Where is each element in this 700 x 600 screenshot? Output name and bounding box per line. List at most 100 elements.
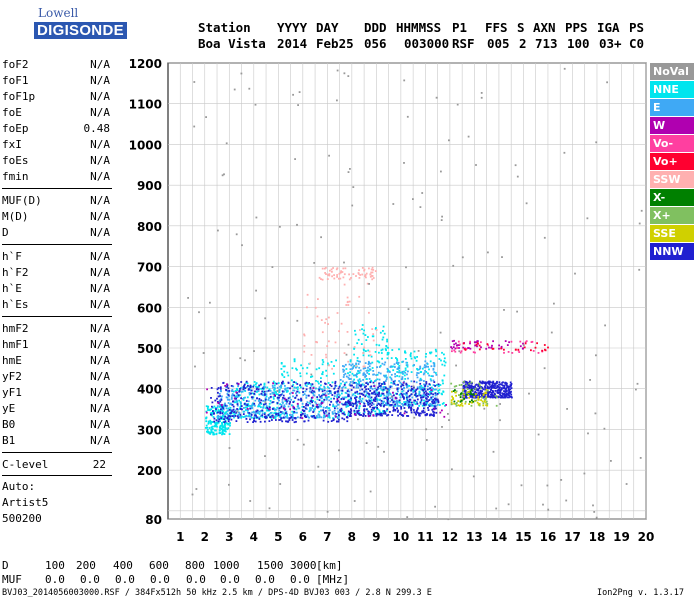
data-point bbox=[325, 414, 328, 417]
data-point bbox=[227, 418, 229, 421]
data-point bbox=[419, 367, 422, 369]
data-point bbox=[369, 381, 372, 384]
data-point bbox=[318, 386, 321, 389]
data-point bbox=[271, 266, 274, 268]
data-point bbox=[232, 409, 235, 411]
data-point bbox=[362, 374, 365, 376]
data-point bbox=[251, 392, 254, 395]
data-point bbox=[301, 409, 304, 411]
data-point bbox=[479, 395, 481, 398]
data-point bbox=[260, 388, 263, 390]
data-point bbox=[455, 385, 458, 387]
data-point bbox=[501, 392, 504, 395]
data-point bbox=[212, 433, 215, 436]
data-point bbox=[223, 421, 226, 424]
data-point bbox=[397, 409, 399, 412]
data-point bbox=[378, 382, 381, 385]
data-point bbox=[305, 381, 308, 384]
data-point bbox=[264, 400, 267, 403]
data-point bbox=[267, 414, 270, 416]
data-point bbox=[518, 351, 521, 353]
data-point bbox=[479, 384, 481, 387]
data-point bbox=[434, 505, 436, 508]
data-point bbox=[291, 415, 294, 417]
data-point bbox=[496, 385, 499, 387]
data-point bbox=[368, 399, 371, 402]
autoscaling-line: Artist5 bbox=[2, 496, 49, 509]
data-point bbox=[218, 393, 221, 395]
data-point bbox=[419, 206, 422, 208]
data-point bbox=[270, 401, 273, 404]
data-point bbox=[268, 397, 270, 399]
data-point bbox=[223, 429, 226, 432]
data-point bbox=[504, 396, 507, 399]
data-point bbox=[341, 417, 344, 420]
data-point bbox=[356, 410, 359, 413]
data-point bbox=[487, 391, 490, 393]
data-point bbox=[350, 410, 353, 412]
data-point bbox=[265, 390, 268, 393]
data-point bbox=[320, 380, 322, 383]
data-point bbox=[499, 383, 502, 386]
data-point bbox=[287, 387, 289, 389]
data-point bbox=[490, 388, 492, 391]
data-point bbox=[281, 398, 284, 401]
data-point bbox=[285, 402, 288, 405]
data-point bbox=[272, 382, 274, 385]
legend-item-nnw: NNW bbox=[650, 243, 694, 260]
data-point bbox=[343, 384, 346, 386]
data-point bbox=[432, 393, 434, 396]
data-point bbox=[224, 419, 227, 422]
data-point bbox=[329, 384, 332, 386]
data-point bbox=[413, 401, 415, 404]
data-point bbox=[440, 219, 443, 221]
data-point bbox=[311, 383, 314, 386]
header-value-iga: 03+ bbox=[599, 36, 622, 51]
data-point bbox=[302, 387, 305, 390]
data-point bbox=[340, 392, 343, 395]
data-point bbox=[255, 410, 258, 413]
data-point bbox=[398, 364, 401, 367]
data-point bbox=[475, 343, 478, 346]
data-point bbox=[482, 388, 485, 391]
data-point bbox=[359, 360, 361, 363]
data-point bbox=[227, 427, 230, 429]
data-point bbox=[401, 414, 404, 416]
data-point bbox=[422, 411, 424, 414]
data-point bbox=[302, 394, 305, 396]
data-point bbox=[528, 392, 530, 395]
data-point bbox=[295, 420, 297, 423]
data-point bbox=[210, 426, 213, 429]
data-point bbox=[221, 433, 223, 436]
data-point bbox=[399, 401, 401, 404]
data-point bbox=[398, 380, 400, 382]
legend-item-noval: NoVal bbox=[650, 63, 694, 80]
data-point bbox=[322, 361, 325, 363]
param-label: B1 bbox=[2, 434, 16, 447]
data-point bbox=[427, 385, 429, 388]
data-point bbox=[469, 340, 471, 343]
param-row-hf2: h`F2 N/A bbox=[2, 266, 110, 282]
data-point bbox=[309, 383, 312, 385]
data-point bbox=[443, 357, 446, 360]
data-point bbox=[339, 379, 342, 381]
data-point bbox=[249, 407, 252, 410]
data-point bbox=[436, 384, 438, 386]
data-point bbox=[324, 415, 326, 418]
data-point bbox=[433, 408, 436, 411]
data-point bbox=[303, 350, 306, 353]
data-point bbox=[205, 410, 208, 413]
data-point bbox=[251, 407, 254, 409]
data-point bbox=[492, 382, 494, 385]
data-point bbox=[386, 399, 389, 402]
data-point bbox=[450, 403, 453, 406]
data-point bbox=[375, 379, 377, 382]
data-point bbox=[346, 296, 349, 299]
data-point bbox=[242, 388, 245, 391]
param-value: 22 bbox=[92, 458, 106, 471]
data-point bbox=[422, 389, 425, 392]
digisonde-logo: Lowell DIGISONDE bbox=[2, 6, 127, 44]
data-point bbox=[403, 374, 406, 377]
data-point bbox=[367, 363, 370, 365]
param-value: N/A bbox=[90, 138, 110, 151]
